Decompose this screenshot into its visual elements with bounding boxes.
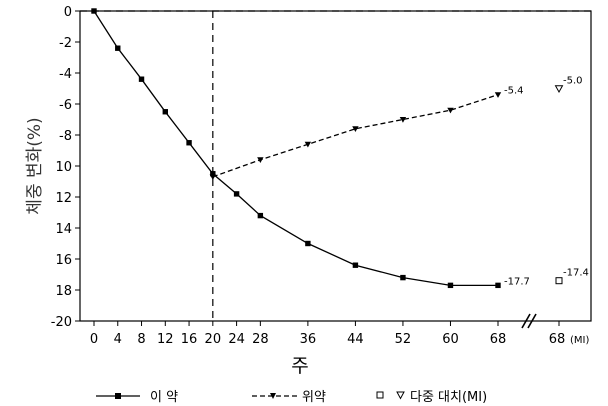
y-tick-label: 0	[64, 5, 72, 20]
x-axis-label: 주	[291, 355, 308, 377]
x-tick-label: 16	[181, 332, 198, 347]
drug-data-point	[257, 212, 264, 219]
drug-data-point	[91, 8, 97, 14]
legend-placebo-label: 위약	[302, 390, 326, 405]
y-tick-label: -8	[59, 129, 72, 144]
tick-labels: 0 -2 -4 -6 -8 10 12 14 16 18 -20 0 4 8 12 16 20 24 28 36 44 5…	[51, 5, 590, 347]
y-tick-label: 10	[55, 160, 72, 175]
x-tick-label: 20	[205, 332, 222, 347]
placebo-data-point	[257, 157, 264, 163]
y-tick-label: -2	[59, 36, 72, 51]
drug-data-point	[305, 240, 311, 247]
legend-drug-marker	[115, 393, 121, 399]
y-tick-label: -20	[51, 315, 72, 330]
series-group: -17.7 -17.4 -5.4 -5.0	[91, 8, 589, 289]
placebo-end-label: -5.4	[504, 86, 524, 97]
drug-data-point	[186, 140, 192, 146]
plot-frame	[79, 10, 592, 322]
y-tick-label: 16	[55, 253, 72, 268]
x-tick-label: 68	[490, 332, 507, 347]
axis-break-mark	[527, 313, 537, 329]
drug-data-point	[115, 45, 121, 51]
drug-data-point	[352, 262, 359, 268]
drug-data-point	[138, 76, 145, 82]
x-tick-label: 4	[114, 332, 122, 347]
legend-placebo-marker	[270, 393, 276, 399]
axis-break-mark	[521, 313, 531, 329]
placebo-data-point	[304, 141, 312, 148]
x-tick-label: 36	[300, 332, 317, 347]
reference-lines	[80, 10, 591, 321]
drug-data-point	[400, 274, 406, 281]
placebo-mi-label: -5.0	[563, 76, 583, 87]
drug-data-point	[210, 171, 216, 177]
placebo-data-point	[209, 174, 217, 181]
legend: 이 약 위약 다중 대치(MI)	[96, 390, 487, 405]
x-tick-label: 24	[228, 332, 245, 347]
drug-data-point	[495, 282, 501, 289]
legend-mi-square-marker	[376, 391, 384, 399]
x-tick-label: 44	[347, 332, 364, 347]
x-tick-label: 60	[442, 332, 459, 347]
placebo-data-point	[399, 117, 407, 123]
x-tick-label: 12	[157, 332, 174, 347]
placebo-data-point	[447, 107, 454, 114]
placebo-mi-point	[554, 85, 564, 94]
x-tick-label: 28	[252, 332, 269, 347]
placebo-series-line	[212, 94, 499, 178]
y-tick-label: 18	[55, 284, 72, 299]
placebo-data-point	[352, 126, 359, 132]
legend-drug-label: 이 약	[150, 390, 178, 405]
x-tick-label: 8	[137, 332, 145, 347]
x-tick-sublabel-mi: (MI)	[570, 335, 589, 346]
drug-series-line	[93, 10, 498, 287]
legend-mi-triangle-marker	[396, 391, 405, 400]
drug-mi-label: -17.4	[563, 268, 589, 279]
drug-data-point	[233, 191, 240, 197]
y-tick-label: 12	[55, 191, 72, 206]
y-axis-label: 체중 변화(%)	[25, 117, 45, 214]
drug-data-point	[447, 282, 454, 289]
legend-mi-label: 다중 대치(MI)	[410, 390, 487, 405]
placebo-data-point	[494, 92, 502, 98]
drug-data-point	[162, 109, 168, 115]
drug-end-label: -17.7	[504, 276, 530, 287]
x-tick-label: 0	[90, 332, 98, 347]
y-tick-label: 14	[55, 222, 72, 237]
x-tick-label-mi: 68	[549, 332, 566, 347]
y-tick-label: -6	[59, 98, 72, 113]
drug-mi-point	[555, 277, 563, 285]
x-tick-label: 52	[395, 332, 412, 347]
y-tick-label: -4	[59, 67, 72, 82]
